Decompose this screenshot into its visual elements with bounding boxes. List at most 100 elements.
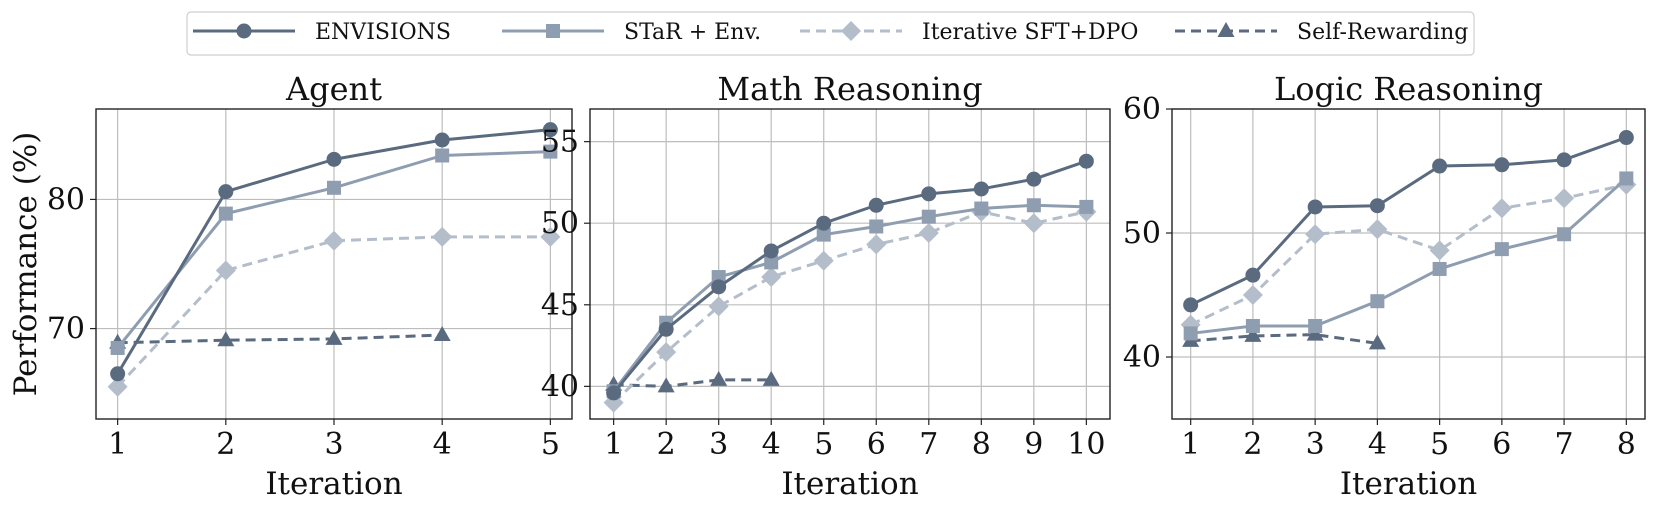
data-point [761,267,782,288]
y-tick-label: 50 [1123,216,1161,251]
legend-frame [186,11,1475,56]
legend-item-star-env: STaR + Env. [502,20,761,45]
data-point [218,184,234,200]
series-line [1190,183,1627,327]
series-line [612,159,1087,394]
data-point [1026,171,1042,187]
data-point [868,197,884,213]
x-tick-label: 4 [762,427,781,462]
data-point [763,243,779,259]
y-tick-label: 60 [1123,92,1161,127]
legend-label: STaR + Env. [624,20,761,45]
legend-label: ENVISIONS [315,20,451,45]
x-tick-label: 3 [324,427,343,462]
panel-agent: 1 2 3 4 5 70 80 Agent Iteration Performance (%) [8,70,573,502]
series-line [612,203,1087,393]
data-point [217,331,235,347]
series-line [1190,136,1627,307]
series-iterative-sft-dpo [107,226,561,397]
series-line [612,210,1087,404]
data-point [1494,157,1510,173]
data-point [1494,242,1509,257]
legend-label: Iterative SFT+DPO [922,20,1138,45]
x-tick-label: 8 [1617,427,1636,462]
panel-logic-reasoning: 1 2 3 4 5 6 7 8 40 50 60 Logic Reasoning Iteration [1123,70,1646,502]
x-tick-label: 1 [604,427,623,462]
series-star-env [1183,171,1634,341]
data-point [1429,240,1450,261]
data-point [107,376,128,397]
data-point [921,186,937,202]
data-point [869,219,884,234]
data-point [657,377,675,393]
series-star-env [110,144,558,355]
plot-frame [589,108,1111,420]
x-tick-label: 8 [972,427,991,462]
panel-title: Logic Reasoning [1274,70,1543,108]
data-point [658,321,674,337]
data-point [973,181,989,197]
data-point [711,279,727,295]
series-self-rewarding [605,370,780,393]
data-point [1368,334,1386,350]
x-tick-label: 7 [1555,427,1574,462]
panel-title: Math Reasoning [717,70,982,108]
series-envisions [110,122,558,382]
data-point [866,234,887,255]
x-tick-label: 1 [108,427,127,462]
data-point [433,326,451,342]
series-iterative-sft-dpo [603,201,1097,413]
x-tick-label: 5 [541,427,560,462]
x-tick-label: 4 [1368,427,1387,462]
x-tick-label: 10 [1067,427,1105,462]
data-point [327,180,341,195]
data-point [816,227,831,242]
data-point [1183,326,1198,341]
y-tick-label: 80 [47,182,85,217]
data-point [1554,188,1575,209]
legend-marker [1217,22,1235,37]
data-point [543,144,558,159]
x-axis-label: Iteration [781,466,918,502]
data-point [1619,171,1634,186]
data-point [110,340,125,355]
x-tick-label: 6 [867,427,886,462]
data-point [1370,294,1385,309]
x-axis-label: Iteration [1340,466,1477,502]
series-line [116,235,551,388]
series-line [1190,177,1628,335]
data-point [110,366,126,382]
data-point [974,201,989,216]
data-point [434,132,450,148]
x-tick-label: 6 [1492,427,1511,462]
data-point [1023,213,1044,234]
x-tick-label: 5 [814,427,833,462]
y-tick-label: 40 [541,369,579,404]
data-point [325,329,343,345]
x-tick-label: 2 [657,427,676,462]
data-point [1244,326,1262,342]
data-point [432,226,453,247]
data-point [816,215,832,231]
data-point [656,342,677,363]
y-axis-label: Performance (%) [8,132,44,397]
data-point [435,148,450,163]
panel-title: Agent [285,70,382,108]
y-tick-label: 55 [541,125,579,160]
data-point [1369,198,1385,214]
data-point [764,255,779,270]
data-point [762,370,780,386]
x-tick-label: 9 [1024,427,1043,462]
series-envisions [1183,130,1634,313]
data-point [1367,219,1388,240]
series-line [613,378,772,388]
series-envisions [606,153,1094,401]
x-tick-label: 4 [433,427,452,462]
data-point [1245,267,1261,283]
data-point [1242,285,1263,305]
legend-marker [841,21,861,41]
x-tick-label: 3 [709,427,728,462]
x-axis-label: Iteration [265,466,402,502]
